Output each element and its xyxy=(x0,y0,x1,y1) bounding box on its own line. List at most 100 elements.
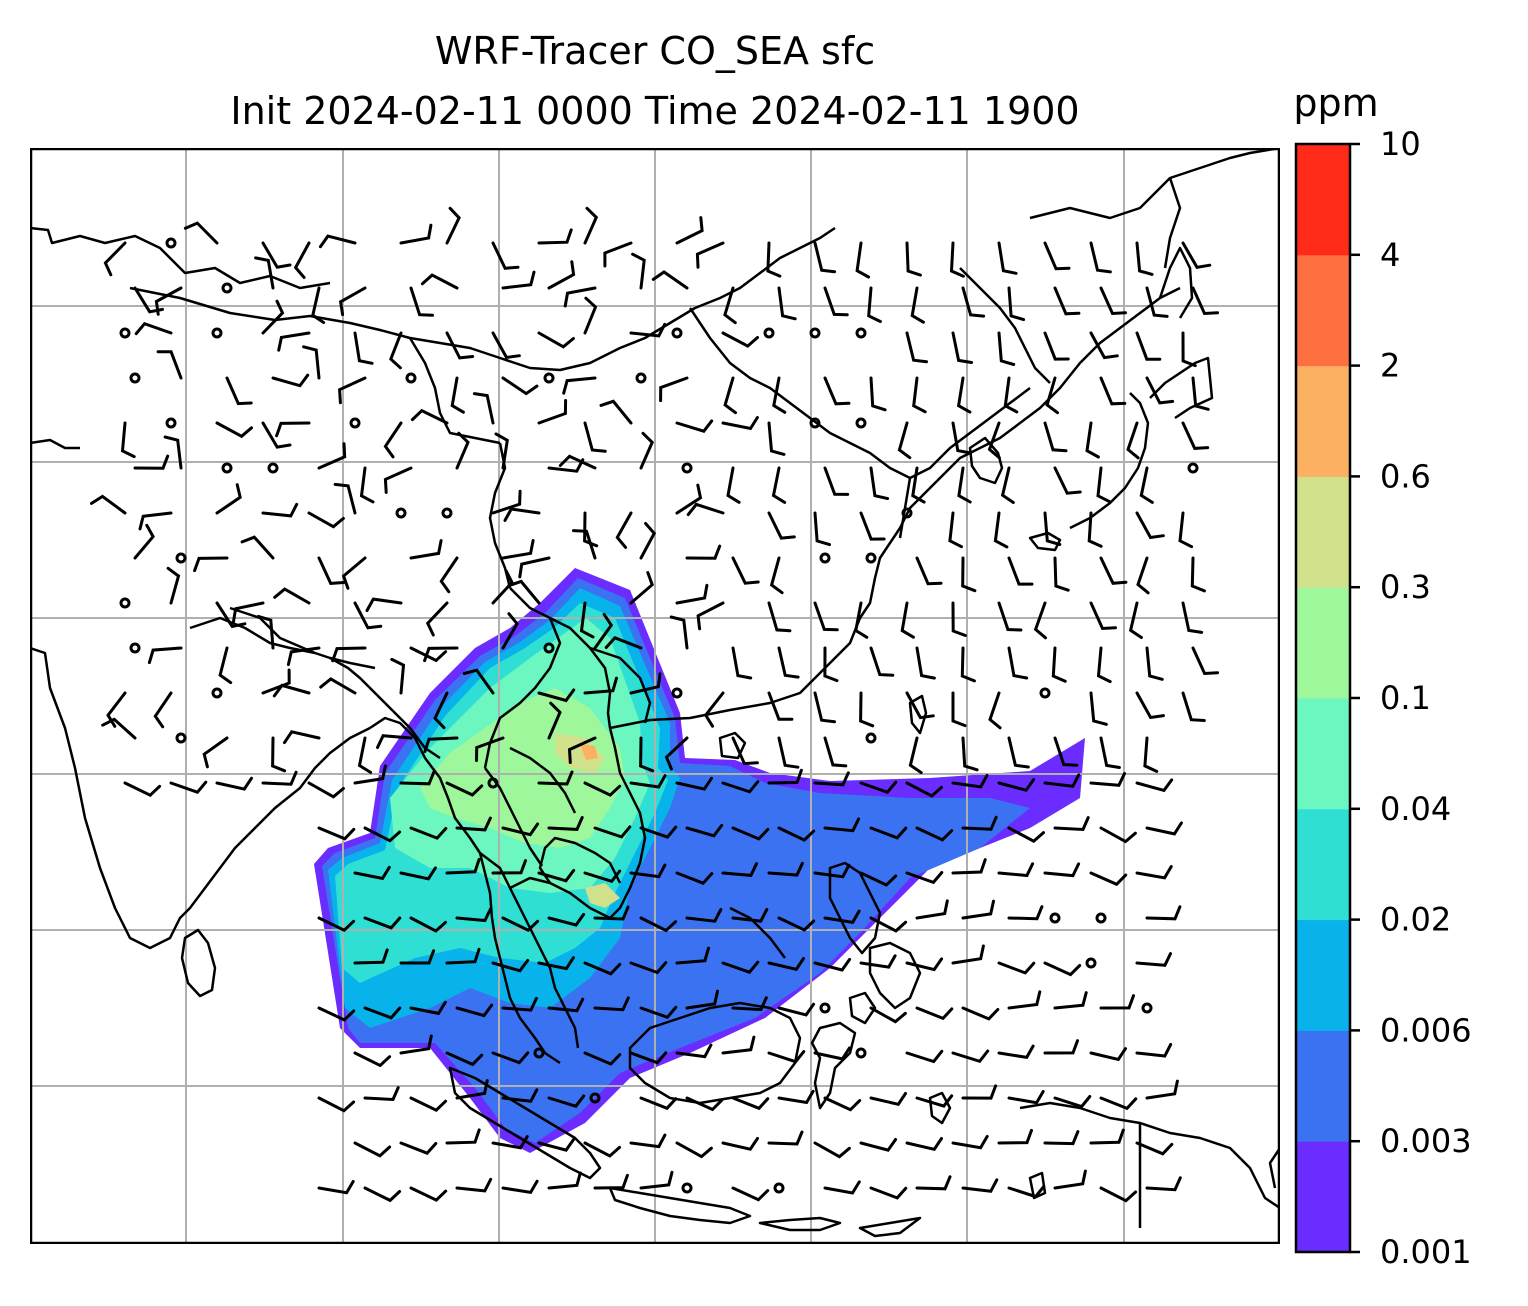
wind-barb xyxy=(869,646,895,677)
wind-barb xyxy=(501,270,536,290)
wind-barb xyxy=(1135,1141,1174,1156)
wind-barb xyxy=(232,601,265,623)
wind-barb xyxy=(1007,286,1026,322)
wind-barb xyxy=(133,454,170,470)
wind-barb xyxy=(1051,646,1067,683)
wind-barb xyxy=(537,770,574,786)
map-subtitle: Init 2024-02-11 0000 Time 2024-02-11 190… xyxy=(230,89,1080,133)
wind-barb xyxy=(1145,821,1183,836)
wind-barb-calm xyxy=(211,687,223,699)
wind-barb xyxy=(675,583,709,605)
wind-barb xyxy=(1089,1128,1125,1145)
wind-barb xyxy=(823,909,861,924)
wind-barb xyxy=(583,206,599,245)
wind-barb xyxy=(1099,736,1121,769)
wind-barb xyxy=(997,862,1035,878)
wind-barb-calm xyxy=(855,417,867,429)
wind-barb xyxy=(518,556,551,579)
wind-barb xyxy=(399,1141,438,1155)
wind-barb xyxy=(675,946,710,965)
wind-barb xyxy=(1089,601,1117,631)
wind-barb xyxy=(859,511,886,541)
wind-barb xyxy=(445,947,481,965)
wind-barb xyxy=(275,421,311,438)
wind-barb xyxy=(629,1133,667,1149)
wind-barb-calm xyxy=(533,1047,545,1059)
wind-barb xyxy=(859,691,875,728)
wind-barb xyxy=(639,1096,678,1111)
wind-barb xyxy=(547,260,576,290)
country-borders xyxy=(129,226,1051,959)
wind-barb xyxy=(491,241,520,270)
wind-barb xyxy=(948,511,963,549)
wind-barb xyxy=(1096,646,1112,684)
colorbar: ppm 0.001 0.003 0.006 0.02 0.04 0.1 0.3 0.6 2 4 10 xyxy=(1293,81,1471,1271)
wind-barb xyxy=(1145,1079,1179,1100)
wind-barb xyxy=(547,1171,582,1190)
wind-barb xyxy=(1053,286,1081,316)
wind-barb-calm xyxy=(487,777,499,789)
wind-barb xyxy=(987,421,1001,460)
wind-barb xyxy=(767,957,805,971)
wind-barb xyxy=(1053,466,1082,495)
colorbar-tick-label: 0.04 xyxy=(1380,790,1451,828)
wind-barb xyxy=(583,421,607,453)
wind-barb xyxy=(1139,466,1154,504)
wind-barb xyxy=(261,421,292,449)
wind-barb xyxy=(869,1092,907,1106)
wind-barb xyxy=(823,466,850,496)
wind-barb xyxy=(455,1079,489,1100)
wind-barb xyxy=(491,1135,529,1150)
wind-barb xyxy=(583,511,599,548)
wind-barb xyxy=(639,1005,678,1020)
wind-barb xyxy=(723,286,737,325)
wind-barb xyxy=(1191,646,1219,676)
wind-barb xyxy=(905,781,943,798)
wind-barb-calm xyxy=(589,1092,601,1104)
wind-barb xyxy=(905,331,928,364)
wind-barb xyxy=(869,466,890,501)
wind-barb xyxy=(1181,421,1210,450)
wind-barb xyxy=(261,668,291,695)
wind-barb xyxy=(389,331,403,370)
wind-barb xyxy=(1135,331,1162,361)
colorbar-tick-label: 0.3 xyxy=(1380,568,1431,606)
wind-barb xyxy=(409,1000,447,1016)
wind-barb xyxy=(147,646,183,665)
map-title: WRF-Tracer CO_SEA sfc xyxy=(434,29,876,73)
wind-barb xyxy=(202,736,229,769)
wind-barb xyxy=(721,862,758,877)
wind-barb xyxy=(988,691,1002,730)
wind-barb xyxy=(583,961,622,976)
wind-barb xyxy=(767,511,796,540)
wind-barb xyxy=(769,556,784,595)
wind-barb xyxy=(777,286,797,321)
wind-barb xyxy=(911,466,926,504)
wind-barb xyxy=(547,1094,586,1108)
wind-barb xyxy=(359,466,375,504)
wind-barb-calm xyxy=(681,462,693,474)
wind-barb xyxy=(961,1006,1000,1021)
wind-barb xyxy=(491,1051,530,1065)
wind-barb xyxy=(639,431,654,470)
wind-barb xyxy=(311,286,326,324)
wind-barb xyxy=(1053,1169,1087,1190)
wind-barb xyxy=(629,322,667,338)
wind-barb xyxy=(215,483,242,515)
wind-barb xyxy=(1007,736,1030,769)
wind-barb xyxy=(537,331,575,349)
wind-barb xyxy=(951,691,967,728)
wind-barb xyxy=(363,826,402,843)
wind-barb xyxy=(766,241,782,278)
wind-barb xyxy=(696,601,725,631)
wind-barb xyxy=(399,949,436,965)
wind-barb xyxy=(433,691,449,730)
wind-barb-calm xyxy=(855,327,867,339)
wind-barb xyxy=(993,511,1009,549)
wind-barb xyxy=(915,1175,952,1191)
wind-barb xyxy=(951,601,967,637)
wind-barb xyxy=(721,416,759,431)
wind-barb xyxy=(501,376,539,396)
wind-barb xyxy=(767,691,794,721)
wind-barb-calm xyxy=(773,1182,785,1194)
